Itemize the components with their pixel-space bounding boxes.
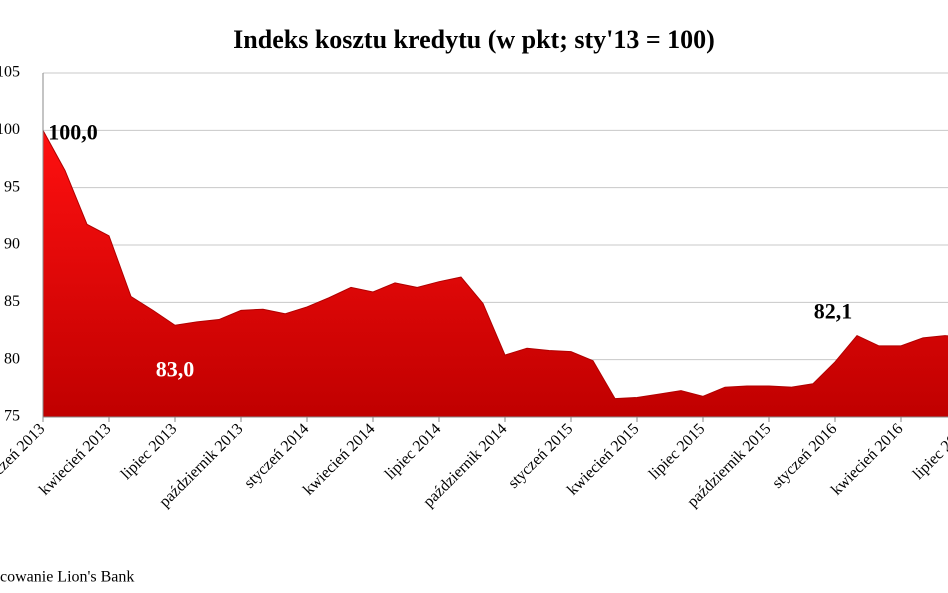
y-tick-label: 75 [4,408,20,425]
y-tick-label: 105 [0,64,20,81]
x-tick-label: lipiec 2015 [646,420,709,483]
y-tick-label: 95 [4,178,20,195]
y-tick-label: 100 [0,121,20,138]
data-label: 83,0 [156,356,195,381]
y-tick-label: 90 [4,236,20,253]
x-tick-label: lipiec 2016 [910,420,948,483]
x-tick-label: styczeń 2016 [769,420,840,491]
y-tick-label: 80 [4,350,20,367]
data-label: 100,0 [48,119,98,144]
source: cowanie Lion's Bank [0,569,134,586]
x-tick-label: lipiec 2014 [382,420,445,483]
y-tick-label: 85 [4,293,20,310]
x-tick-label: lipiec 2013 [118,420,181,483]
x-tick-label: styczeń 2014 [241,420,312,491]
area [42,130,948,418]
x-tick-label: styczeń 2015 [505,420,576,491]
chart-title: Indeks kosztu kredytu (w pkt; sty'13 = 1… [233,25,715,54]
data-label: 82,1 [814,299,853,324]
